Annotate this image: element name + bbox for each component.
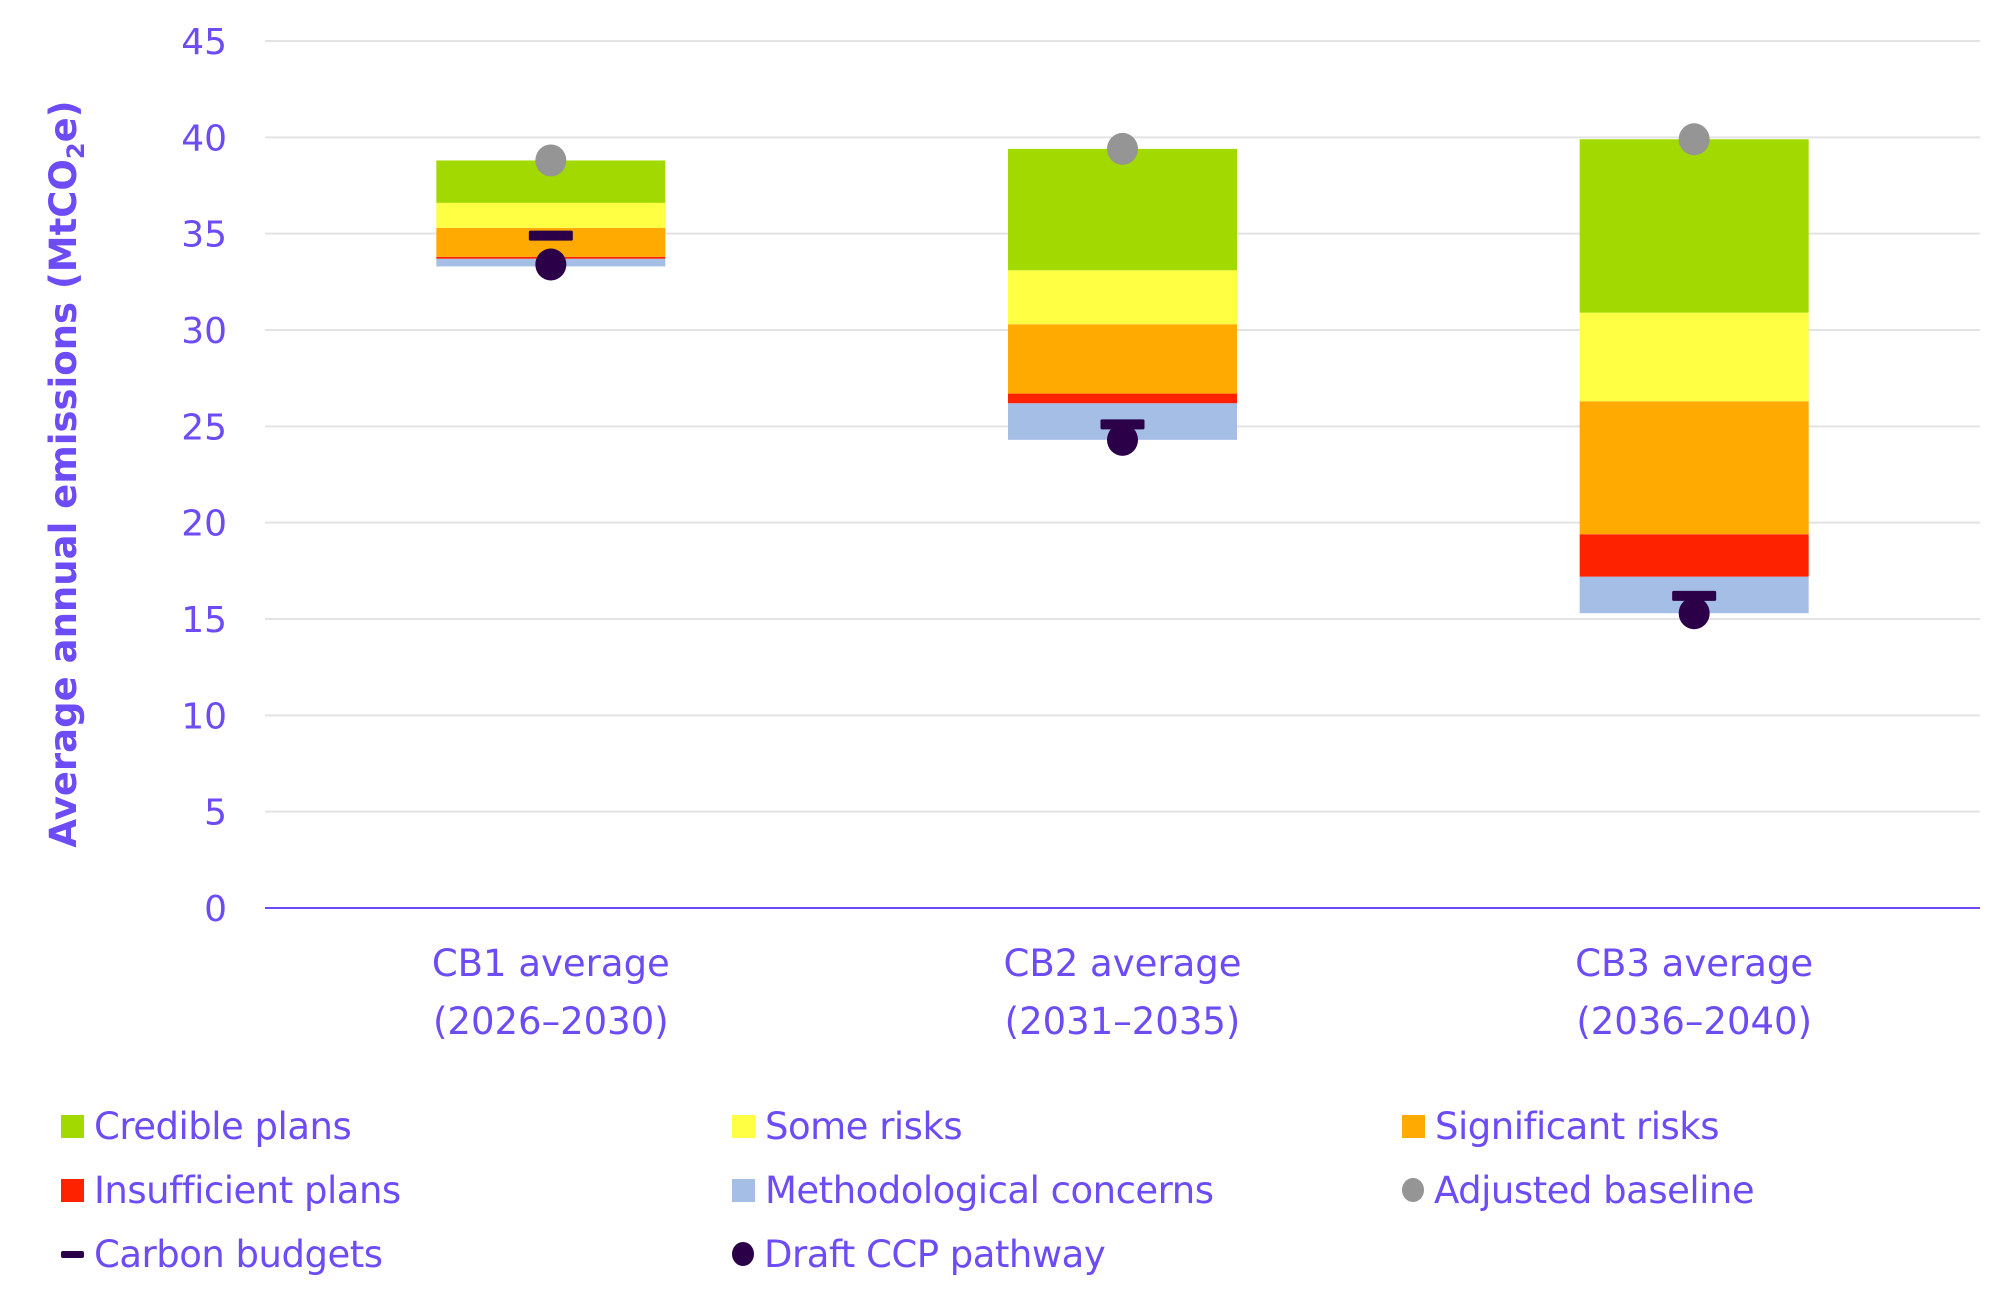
- x-tick-label-line2: (2031–2035): [1005, 1000, 1241, 1043]
- legend-label: Credible plans: [94, 1104, 352, 1148]
- bar-segment-credible-plans: [1008, 148, 1237, 271]
- y-tick-label: 45: [181, 22, 227, 63]
- x-tick-label-line2: (2026–2030): [433, 1000, 669, 1043]
- x-tick-label-line1: CB3 average: [1575, 942, 1813, 985]
- bar-segment-insufficient-plans: [1579, 534, 1809, 577]
- carbon-budgets-marker: [528, 230, 573, 241]
- x-tick-label-line2: (2036–2040): [1576, 1000, 1812, 1043]
- legend-square-icon: [61, 1114, 84, 1138]
- legend-item: Insufficient plans: [61, 1165, 401, 1215]
- bar-segment-credible-plans: [1579, 139, 1809, 313]
- adjusted-baseline-marker: [1678, 123, 1710, 156]
- legend-label: Adjusted baseline: [1434, 1168, 1755, 1212]
- y-tick-label: 20: [181, 504, 227, 545]
- point-markers: [528, 123, 1717, 630]
- x-tick-label-line1: CB2 average: [1004, 942, 1242, 985]
- legend-item: Draft CCP pathway: [732, 1229, 1106, 1279]
- adjusted-baseline-marker: [535, 144, 567, 177]
- legend-item: Adjusted baseline: [1402, 1165, 1755, 1215]
- legend-item: Carbon budgets: [61, 1229, 383, 1279]
- carbon-budgets-marker: [1672, 590, 1717, 601]
- y-tick-label: 5: [204, 793, 227, 834]
- legend-item: Some risks: [732, 1101, 963, 1151]
- legend-square-icon: [732, 1178, 755, 1202]
- legend-item: Significant risks: [1402, 1101, 1720, 1151]
- bar-segment-significant-risks: [1008, 324, 1237, 394]
- y-axis-title-subscript: 2: [62, 142, 90, 159]
- bar-segment-some-risks: [436, 202, 666, 228]
- y-tick-label: 10: [181, 696, 227, 737]
- bar-segment-some-risks: [1008, 270, 1237, 325]
- adjusted-baseline-marker: [1107, 132, 1138, 165]
- legend-item: Methodological concerns: [732, 1165, 1214, 1215]
- y-axis-title-main: Average annual emissions (MtCO: [42, 159, 85, 847]
- legend-square-icon: [732, 1114, 755, 1138]
- y-axis-ticks: 0 5 10 15 20 25 30 35 40 45: [181, 22, 227, 930]
- y-tick-label: 0: [204, 889, 227, 930]
- legend-dot-icon: [732, 1242, 754, 1266]
- bar-segment-insufficient-plans: [1008, 393, 1237, 404]
- y-tick-label: 25: [181, 407, 227, 448]
- bar-segment-some-risks: [1579, 312, 1809, 402]
- draft-ccp-pathway-marker: [1107, 423, 1138, 456]
- x-axis-labels: CB1 average (2026–2030) CB2 average (2031–2…: [432, 942, 1813, 1043]
- legend-label: Insufficient plans: [94, 1168, 401, 1212]
- draft-ccp-pathway-marker: [1678, 597, 1710, 630]
- x-tick-label-line1: CB1 average: [432, 942, 670, 985]
- legend-item: Credible plans: [61, 1101, 352, 1151]
- y-tick-label: 30: [181, 311, 227, 352]
- stacked-bars: [436, 139, 1809, 614]
- bar-segment-significant-risks: [1579, 401, 1809, 535]
- y-tick-label: 15: [181, 600, 227, 641]
- draft-ccp-pathway-marker: [535, 248, 567, 281]
- y-tick-label: 35: [181, 215, 227, 256]
- legend-dot-icon: [1402, 1178, 1424, 1202]
- legend-label: Carbon budgets: [94, 1232, 383, 1276]
- legend-label: Methodological concerns: [765, 1168, 1214, 1212]
- y-axis-title-tail: e): [42, 100, 85, 142]
- y-tick-label: 40: [181, 118, 227, 159]
- legend-square-icon: [1402, 1114, 1425, 1138]
- legend-label: Significant risks: [1435, 1104, 1720, 1148]
- legend-label: Some risks: [765, 1104, 963, 1148]
- legend-dash-icon: [61, 1250, 84, 1258]
- y-axis-title: Average annual emissions (MtCO2e): [42, 100, 90, 847]
- legend-label: Draft CCP pathway: [764, 1232, 1106, 1276]
- legend-square-icon: [61, 1178, 84, 1202]
